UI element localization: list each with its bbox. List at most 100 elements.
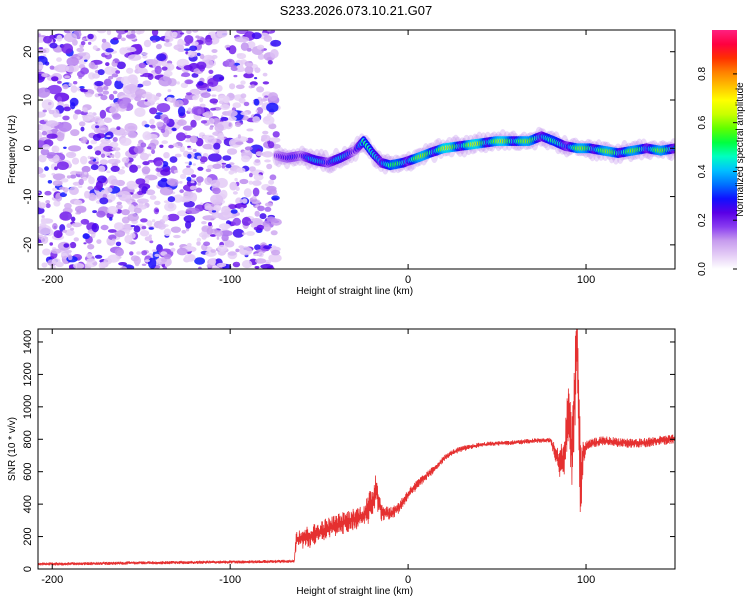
noise-blob — [245, 231, 255, 236]
noise-blob — [127, 131, 138, 139]
noise-blob — [91, 223, 100, 233]
noise-blob — [236, 53, 242, 57]
noise-blob — [184, 35, 194, 44]
noise-blob — [185, 228, 190, 232]
noise-blob — [230, 209, 238, 214]
noise-blob — [212, 187, 221, 195]
noise-blob — [199, 103, 206, 108]
snr-ytick-label: 1400 — [22, 330, 34, 354]
noise-blob — [270, 230, 278, 236]
noise-blob — [241, 260, 253, 269]
noise-blob — [49, 242, 53, 246]
noise-blob — [210, 234, 217, 237]
noise-blob — [38, 36, 46, 43]
noise-blob — [111, 73, 119, 78]
noise-blob — [109, 154, 114, 157]
noise-blob — [81, 176, 88, 181]
noise-blob — [75, 205, 87, 213]
noise-blob — [162, 266, 168, 269]
noise-blob — [169, 156, 178, 163]
noise-blob — [40, 217, 47, 225]
noise-blob — [149, 35, 161, 42]
noise-blob — [224, 167, 229, 172]
noise-blob — [110, 165, 120, 172]
noise-blob — [262, 130, 269, 135]
noise-blob — [135, 43, 142, 51]
noise-blob — [45, 203, 51, 209]
noise-blob — [136, 251, 142, 255]
noise-blob — [69, 174, 77, 179]
noise-blob — [166, 96, 173, 102]
noise-blob — [92, 73, 100, 79]
noise-blob — [102, 145, 114, 152]
noise-blob — [220, 116, 229, 121]
noise-blob — [119, 205, 123, 208]
noise-blob — [99, 197, 109, 205]
noise-blob — [154, 96, 160, 101]
noise-blob — [114, 151, 121, 159]
noise-blob — [244, 66, 254, 75]
noise-blob — [240, 111, 249, 116]
noise-blob — [116, 201, 123, 205]
noise-blob — [68, 145, 82, 152]
noise-blob — [80, 67, 89, 75]
noise-blob — [161, 140, 168, 145]
noise-blob — [156, 121, 164, 127]
noise-blob — [270, 49, 279, 59]
noise-blob — [142, 80, 152, 87]
snr-xlabel: Height of straight line (km) — [296, 586, 413, 597]
noise-blob — [155, 209, 159, 213]
noise-blob — [211, 210, 217, 213]
noise-blob — [267, 60, 273, 65]
noise-blob — [51, 258, 61, 265]
noise-blob — [203, 111, 213, 119]
noise-blob — [160, 177, 168, 182]
noise-blob — [173, 234, 181, 239]
snr-ytick-label: 400 — [22, 495, 34, 513]
snr-xtick-label: 100 — [577, 574, 595, 586]
noise-blob — [172, 143, 178, 148]
spec-ytick-label: 20 — [22, 46, 34, 58]
noise-blob — [38, 192, 41, 196]
noise-blob — [126, 67, 134, 74]
noise-blob — [52, 187, 57, 192]
noise-blob — [71, 157, 80, 165]
noise-blob — [264, 159, 271, 163]
noise-blob — [49, 65, 55, 70]
noise-blob — [101, 38, 107, 43]
noise-blob — [230, 65, 238, 72]
noise-blob — [96, 210, 106, 218]
noise-blob — [106, 170, 111, 174]
noise-blob — [114, 247, 124, 257]
noise-blob — [117, 169, 126, 175]
noise-blob — [141, 263, 147, 266]
noise-blob — [176, 247, 188, 256]
noise-blob — [266, 57, 272, 61]
noise-blob — [260, 98, 268, 102]
noise-blob — [42, 144, 50, 150]
noise-blob — [141, 166, 151, 175]
noise-blob — [100, 127, 106, 131]
noise-blob — [151, 149, 156, 155]
noise-blob — [163, 253, 172, 260]
noise-blob — [112, 137, 118, 142]
noise-blob — [196, 237, 202, 242]
noise-blob — [154, 65, 162, 75]
noise-blob — [124, 30, 129, 33]
noise-blob — [208, 153, 222, 162]
noise-blob — [253, 174, 264, 181]
noise-blob — [241, 198, 248, 204]
noise-blob — [186, 30, 192, 35]
noise-blob — [263, 35, 272, 42]
noise-blob — [122, 46, 137, 53]
noise-blob — [266, 216, 276, 222]
noise-blob — [225, 164, 232, 169]
snr-frame — [37, 328, 676, 570]
noise-blob — [103, 117, 113, 123]
noise-blob — [68, 264, 73, 269]
noise-blob — [234, 203, 247, 209]
noise-blob — [238, 97, 246, 104]
noise-blob — [155, 92, 162, 98]
noise-blob — [128, 204, 135, 211]
noise-blob — [201, 234, 207, 240]
